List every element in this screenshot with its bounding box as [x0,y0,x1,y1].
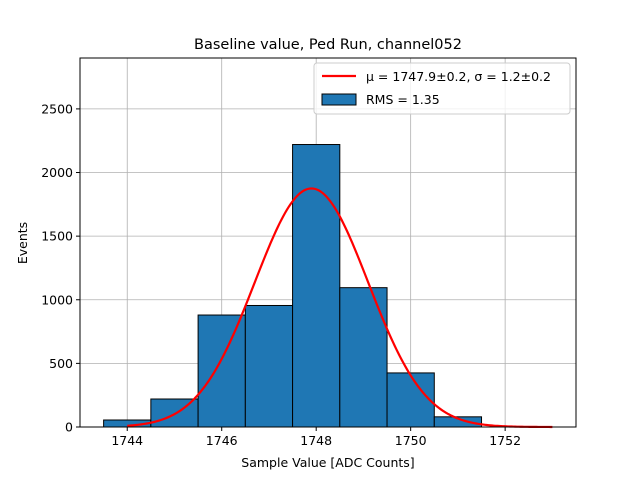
plot-frame [79,57,577,428]
legend-fit-label: μ = 1747.9±0.2, σ = 1.2±0.2 [366,69,551,84]
x-tick-label: 1750 [395,433,427,448]
y-tick-label: 1000 [41,292,73,307]
chart-title: Baseline value, Ped Run, channel052 [194,37,462,53]
histogram-bar [339,287,388,428]
axis-ticks: 1744 1746 1748 1750 1752 0 500 1000 1500 2000 2500 [41,101,521,448]
y-axis-label: Events [15,222,30,264]
histogram-bar [292,144,341,428]
y-tick-label: 0 [65,420,73,435]
y-tick-label: 2000 [41,165,73,180]
legend-rms-label: RMS = 1.35 [366,92,440,107]
histogram-bar [197,314,246,428]
histogram-bar [386,372,435,428]
histogram-bar [244,304,294,428]
gaussian-fit-curve [127,187,553,429]
x-tick-label: 1752 [489,433,521,448]
legend-histogram-swatch [321,93,357,106]
x-tick-label: 1746 [206,433,238,448]
legend: μ = 1747.9±0.2, σ = 1.2±0.2 RMS = 1.35 [313,62,571,115]
y-tick-label: 1500 [41,229,73,244]
legend-box [313,62,571,115]
y-tick-label: 2500 [41,101,73,116]
x-tick-label: 1744 [111,433,143,448]
x-axis-label: Sample Value [ADC Counts] [241,455,414,470]
y-tick-label: 500 [49,356,73,371]
x-tick-label: 1748 [300,433,332,448]
